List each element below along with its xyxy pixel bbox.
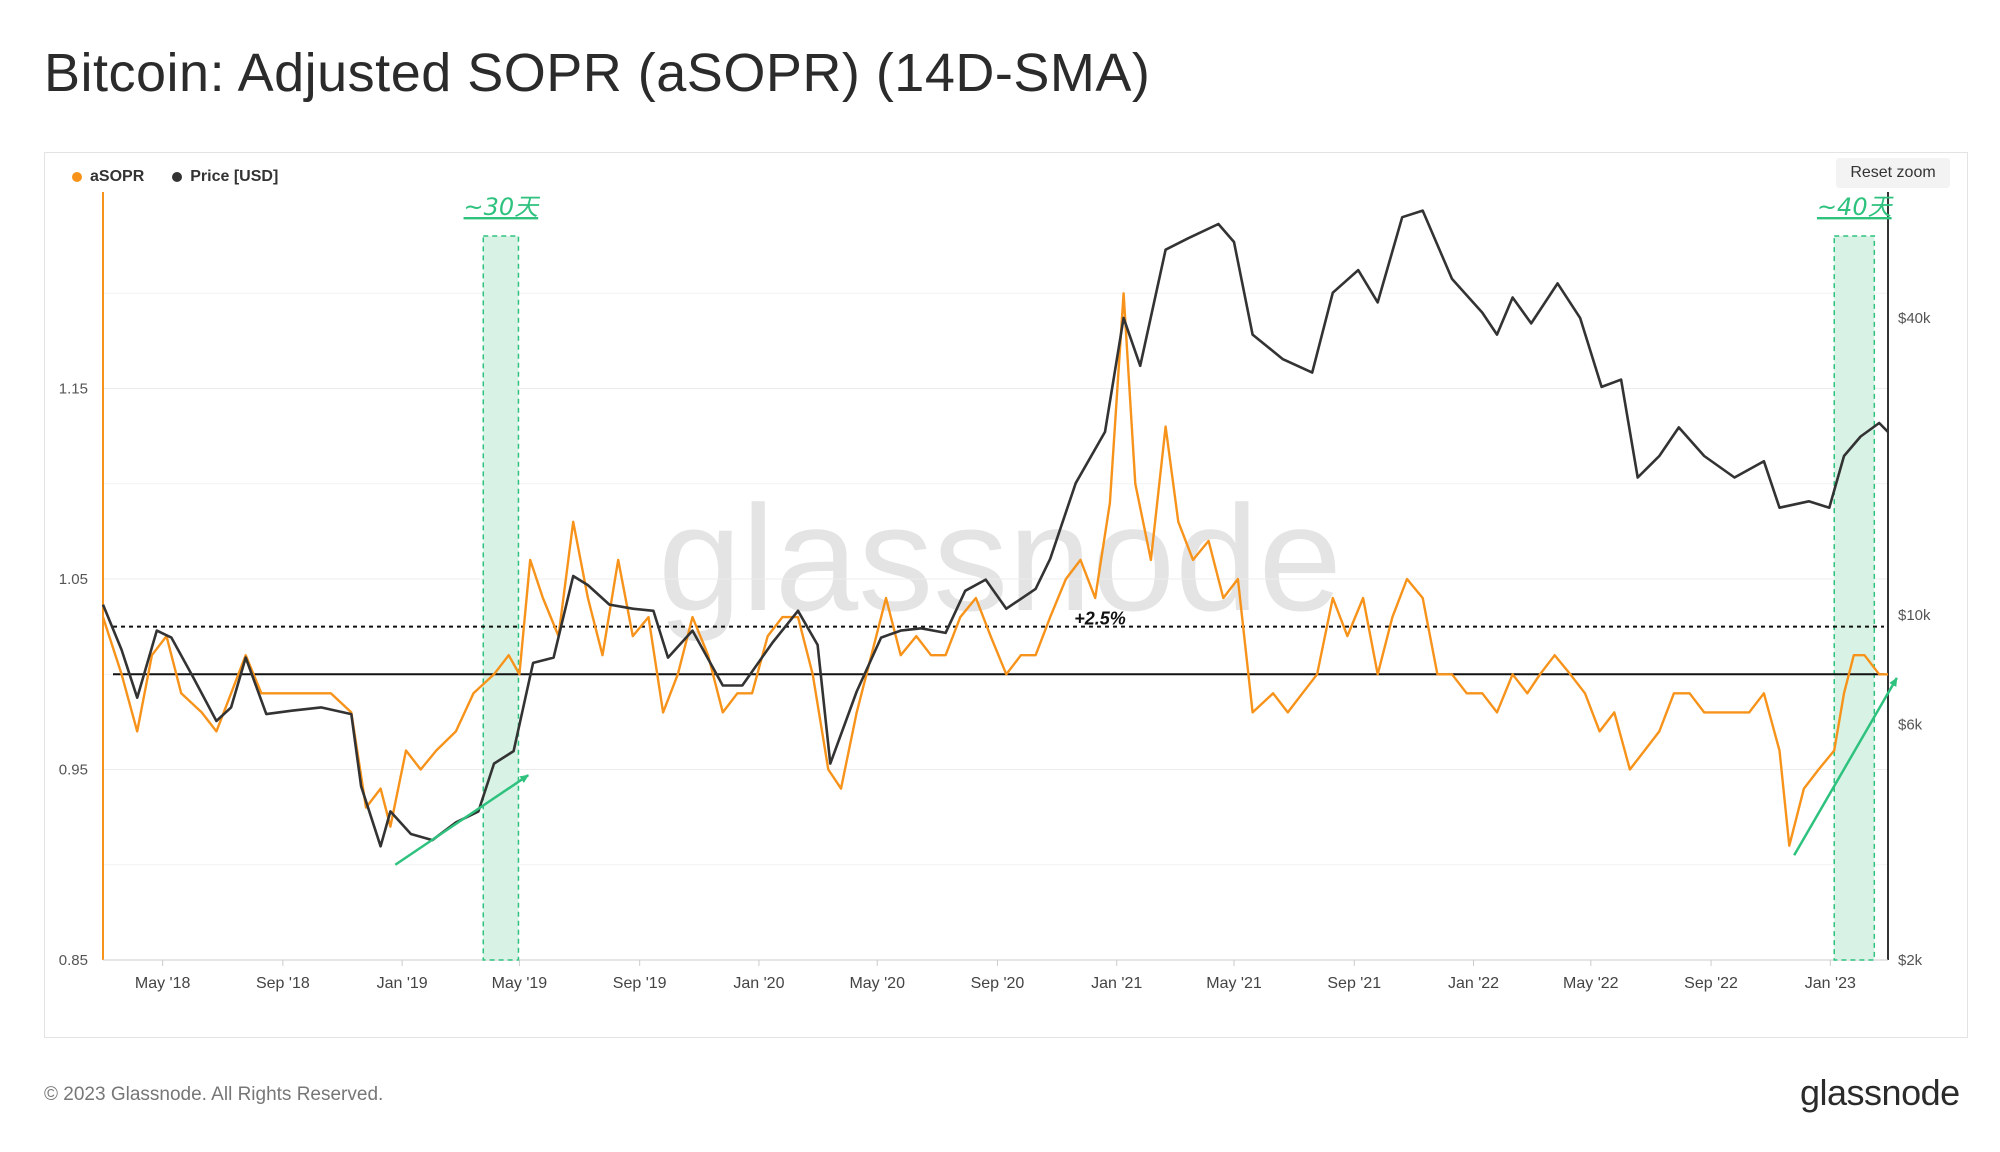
y-left-tick-label: 0.95 — [59, 762, 88, 779]
reset-zoom-button[interactable]: Reset zoom — [1836, 158, 1950, 188]
y-left-tick-label: 0.85 — [59, 952, 88, 969]
x-tick-label: Sep '19 — [613, 975, 667, 992]
x-tick-label: Jan '23 — [1805, 975, 1856, 992]
trend-arrow — [394, 774, 530, 866]
x-tick-label: Jan '20 — [733, 975, 784, 992]
x-tick-label: Sep '22 — [1684, 975, 1738, 992]
x-tick-label: Jan '21 — [1091, 975, 1142, 992]
y-right-tick-label: $10k — [1898, 607, 1931, 624]
series-line-asopr — [101, 292, 1888, 847]
page-title: Bitcoin: Adjusted SOPR (aSOPR) (14D-SMA) — [44, 43, 1151, 103]
x-tick-label: May '20 — [849, 975, 905, 992]
x-tick-label: Jan '19 — [377, 975, 428, 992]
highlight-band — [1833, 235, 1876, 961]
highlight-band — [482, 235, 520, 961]
reference-line-label: +2.5% — [1074, 609, 1126, 629]
trend-arrow — [1793, 677, 1898, 856]
chart-legend[interactable]: aSOPR Price [USD] — [72, 168, 278, 186]
legend-dot-price — [172, 172, 183, 182]
y-right-tick-label: $2k — [1898, 952, 1923, 969]
x-tick-label: May '22 — [1563, 975, 1619, 992]
x-tick-label: May '21 — [1206, 975, 1262, 992]
x-tick-label: Sep '18 — [256, 975, 310, 992]
legend-dot-asopr — [72, 172, 82, 182]
legend-item-asopr[interactable]: aSOPR — [72, 168, 144, 186]
x-tick-label: Sep '21 — [1327, 975, 1381, 992]
highlight-label: ~40天 — [1817, 193, 1895, 221]
legend-item-price[interactable]: Price [USD] — [172, 168, 278, 186]
footer-logo[interactable]: glassnode — [1800, 1072, 1960, 1113]
series-line-price — [101, 209, 1889, 848]
y-right-tick-label: $40k — [1898, 310, 1931, 327]
legend-label-price: Price [USD] — [190, 168, 279, 185]
x-tick-label: May '19 — [492, 975, 548, 992]
x-tick-label: Jan '22 — [1448, 975, 1499, 992]
highlight-label: ~30天 — [464, 193, 542, 221]
watermark: glassnode — [658, 474, 1342, 642]
footer-copyright: © 2023 Glassnode. All Rights Reserved. — [44, 1084, 384, 1105]
y-left-tick-label: 1.05 — [59, 571, 88, 588]
x-tick-label: Sep '20 — [971, 975, 1025, 992]
y-left-tick-label: 1.15 — [59, 381, 88, 398]
x-tick-label: May '18 — [135, 975, 191, 992]
chart-frame — [44, 152, 1968, 1038]
y-right-tick-label: $6k — [1898, 717, 1923, 734]
legend-label-asopr: aSOPR — [90, 168, 145, 185]
